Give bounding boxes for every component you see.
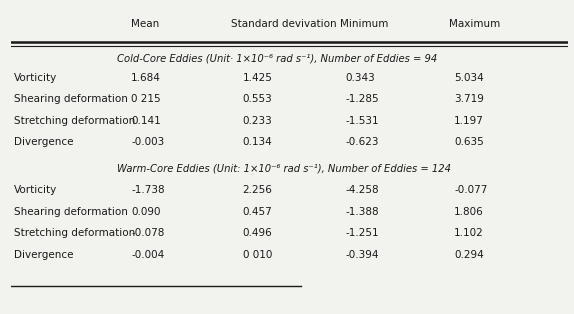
Text: 0.294: 0.294	[454, 250, 484, 260]
Text: 0 215: 0 215	[131, 94, 161, 104]
Text: -1.388: -1.388	[346, 207, 379, 217]
Text: -0.003: -0.003	[131, 137, 164, 147]
Text: 0.233: 0.233	[243, 116, 272, 126]
Text: Shearing deformation: Shearing deformation	[14, 94, 128, 104]
Text: 1.197: 1.197	[454, 116, 484, 126]
Text: -1.285: -1.285	[346, 94, 379, 104]
Text: Cold-Core Eddies (Unit· 1×10⁻⁶ rad s⁻¹), Number of Eddies = 94: Cold-Core Eddies (Unit· 1×10⁻⁶ rad s⁻¹),…	[117, 53, 437, 63]
Text: 0 010: 0 010	[243, 250, 272, 260]
Text: 0.635: 0.635	[454, 137, 484, 147]
Text: 1.102: 1.102	[454, 228, 484, 238]
Text: 0.343: 0.343	[346, 73, 375, 83]
Text: Divergence: Divergence	[14, 250, 74, 260]
Text: 1.806: 1.806	[454, 207, 484, 217]
Text: Standard devivation: Standard devivation	[231, 19, 337, 29]
Text: Vorticity: Vorticity	[14, 185, 57, 195]
Text: Warm-Core Eddies (Unit: 1×10⁻⁶ rad s⁻¹), Number of Eddies = 124: Warm-Core Eddies (Unit: 1×10⁻⁶ rad s⁻¹),…	[117, 164, 451, 174]
Text: Stretching deformation: Stretching deformation	[14, 228, 135, 238]
Text: Minimum: Minimum	[340, 19, 389, 29]
Text: -1.531: -1.531	[346, 116, 379, 126]
Text: -0.004: -0.004	[131, 250, 164, 260]
Text: 2.256: 2.256	[243, 185, 273, 195]
Text: 0.457: 0.457	[243, 207, 272, 217]
Text: Maximum: Maximum	[448, 19, 500, 29]
Text: 5.034: 5.034	[454, 73, 484, 83]
Text: -0.394: -0.394	[346, 250, 379, 260]
Text: 1.684: 1.684	[131, 73, 161, 83]
Text: Stretching deformation: Stretching deformation	[14, 116, 135, 126]
Text: 1.425: 1.425	[243, 73, 273, 83]
Text: Vorticity: Vorticity	[14, 73, 57, 83]
Text: 0.496: 0.496	[243, 228, 272, 238]
Text: -0.078: -0.078	[131, 228, 165, 238]
Text: 3.719: 3.719	[454, 94, 484, 104]
Text: -4.258: -4.258	[346, 185, 379, 195]
Text: Mean: Mean	[131, 19, 160, 29]
Text: Divergence: Divergence	[14, 137, 74, 147]
Text: -0.623: -0.623	[346, 137, 379, 147]
Text: -1.738: -1.738	[131, 185, 165, 195]
Text: 0.553: 0.553	[243, 94, 272, 104]
Text: 0.134: 0.134	[243, 137, 272, 147]
Text: -1.251: -1.251	[346, 228, 379, 238]
Text: 0.090: 0.090	[131, 207, 161, 217]
Text: 0.141: 0.141	[131, 116, 161, 126]
Text: Shearing deformation: Shearing deformation	[14, 207, 128, 217]
Text: -0.077: -0.077	[454, 185, 487, 195]
